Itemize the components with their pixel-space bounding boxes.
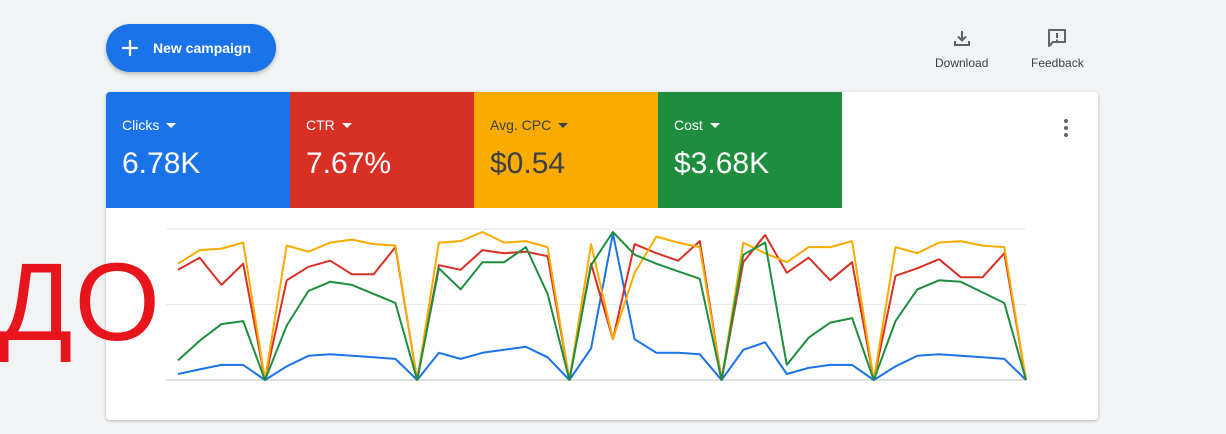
feedback-button[interactable]: Feedback — [1031, 26, 1084, 70]
metric-name: Avg. CPC — [490, 117, 569, 133]
download-label: Download — [935, 56, 989, 70]
plus-icon — [106, 39, 154, 57]
feedback-label: Feedback — [1031, 56, 1084, 70]
metric-value: $3.68K — [674, 147, 770, 180]
series-line-0 — [177, 232, 1027, 381]
dropdown-arrow-icon — [166, 122, 177, 128]
metric-value: 6.78K — [122, 147, 201, 180]
metric-ctr[interactable]: CTR 7.67% — [290, 92, 474, 208]
overlay-annotation: ДО — [0, 241, 163, 364]
metric-avg-cpc[interactable]: Avg. CPC $0.54 — [474, 92, 658, 208]
download-button[interactable]: Download — [935, 26, 988, 70]
dropdown-arrow-icon — [341, 122, 352, 128]
new-campaign-button[interactable]: New campaign — [106, 24, 276, 72]
series-line-1 — [177, 234, 1027, 381]
download-icon — [952, 26, 972, 50]
new-campaign-label: New campaign — [153, 40, 252, 56]
series-line-3 — [177, 231, 1027, 381]
dropdown-arrow-icon — [709, 122, 720, 128]
metric-name: Cost — [674, 117, 720, 133]
metric-value: $0.54 — [490, 147, 566, 180]
performance-line-chart — [166, 228, 1027, 381]
performance-card: Clicks 6.78K CTR 7.67% Avg. CPC $0.54 Co… — [106, 92, 1098, 420]
series-line-2 — [177, 231, 1027, 381]
metric-name: Clicks — [122, 117, 177, 133]
metric-cost[interactable]: Cost $3.68K — [658, 92, 842, 208]
metric-clicks[interactable]: Clicks 6.78K — [106, 92, 290, 208]
metric-name: CTR — [306, 117, 352, 133]
metric-value: 7.67% — [306, 147, 392, 180]
more-options-icon[interactable] — [1056, 116, 1076, 140]
feedback-icon — [1046, 26, 1068, 50]
dropdown-arrow-icon — [558, 122, 569, 128]
